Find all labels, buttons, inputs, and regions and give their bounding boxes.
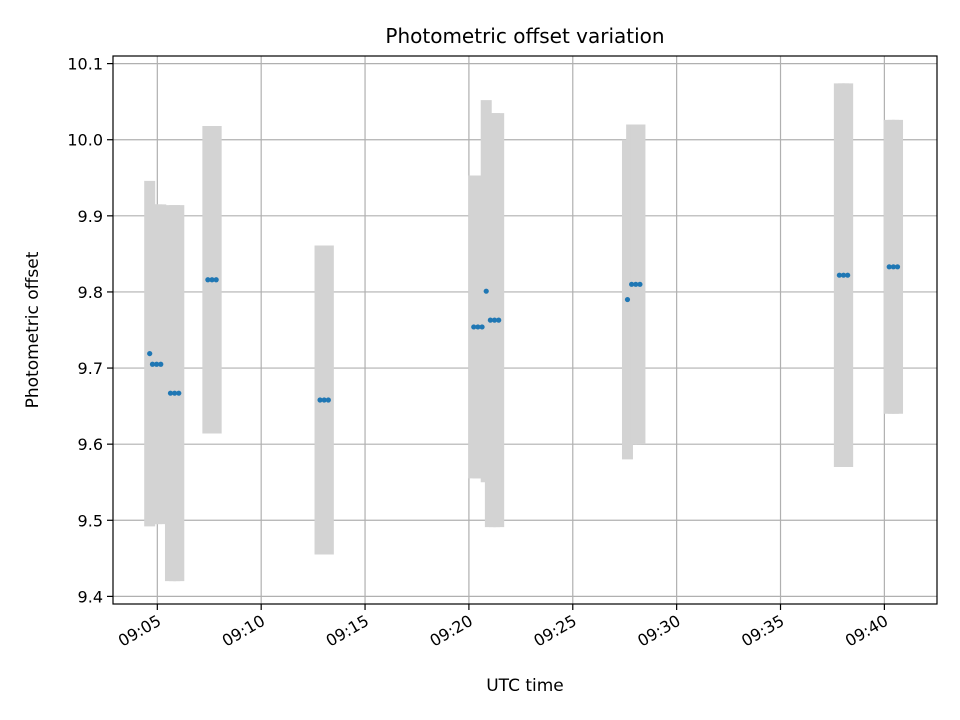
y-tick-label: 9.5 <box>78 511 103 530</box>
data-point <box>475 324 481 330</box>
y-axis-ticks: 9.4 9.5 9.6 9.7 9.8 9.9 10.0 10.1 <box>67 55 113 606</box>
data-point <box>633 281 639 287</box>
data-point <box>176 390 182 396</box>
y-tick-label: 10.0 <box>67 131 103 150</box>
data-point <box>890 264 896 270</box>
y-tick-label: 10.1 <box>67 55 103 74</box>
data-point <box>158 361 164 367</box>
data-point <box>845 272 851 278</box>
data-point <box>894 264 901 270</box>
data-point <box>483 288 489 294</box>
data-point <box>637 281 643 287</box>
data-point <box>172 390 178 396</box>
plot-frame <box>112 55 938 605</box>
data-point <box>149 361 156 367</box>
data-point <box>491 317 498 323</box>
y-tick-label: 9.7 <box>78 359 103 378</box>
y-axis-label: Photometric offset <box>23 251 43 408</box>
y-tick-label: 9.8 <box>78 283 103 302</box>
y-tick-label: 9.4 <box>78 587 103 606</box>
y-tick-label: 9.9 <box>78 207 103 226</box>
data-point <box>471 324 477 330</box>
data-point <box>147 350 153 357</box>
data-point <box>487 317 493 323</box>
data-point <box>154 361 160 367</box>
data-point <box>886 264 892 270</box>
y-tick-label: 9.6 <box>78 435 103 454</box>
data-point <box>317 397 323 403</box>
data-point <box>321 397 327 403</box>
chart-title: Photometric offset variation <box>385 24 664 48</box>
data-point <box>496 317 502 323</box>
data-point <box>167 390 174 396</box>
data-point <box>325 397 331 403</box>
data-point <box>836 272 842 278</box>
data-point <box>629 281 635 287</box>
x-axis-label: UTC time <box>486 676 564 696</box>
data-point <box>209 277 215 283</box>
data-point <box>479 324 485 330</box>
data-point <box>624 296 631 303</box>
data-points <box>147 264 901 403</box>
data-point <box>213 277 219 283</box>
data-point <box>840 272 847 278</box>
data-point <box>205 277 211 283</box>
